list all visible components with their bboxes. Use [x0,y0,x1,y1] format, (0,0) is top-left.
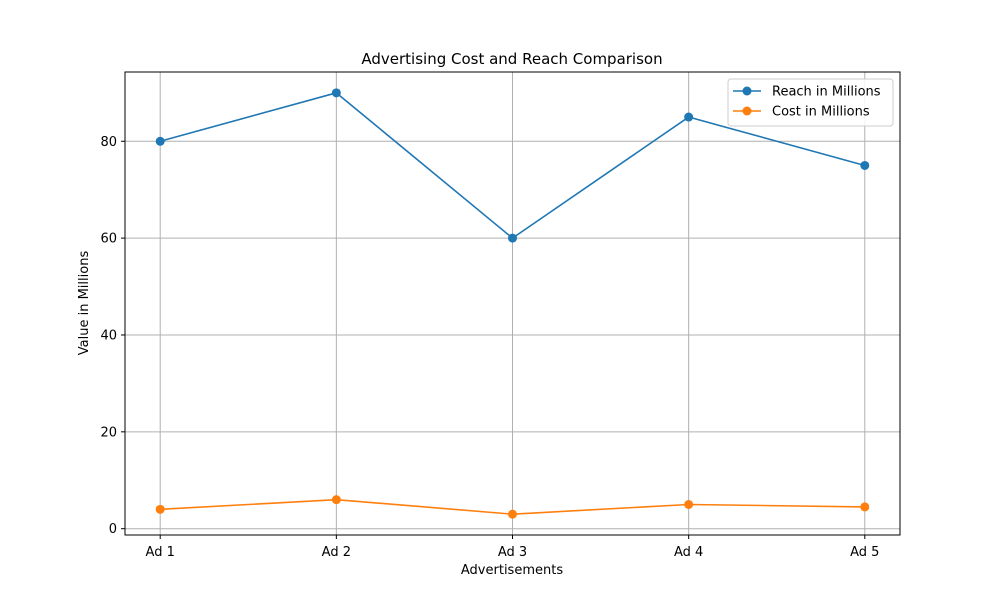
legend-frame [727,78,894,127]
series-layer [155,88,870,519]
legend-marker [742,86,752,96]
data-point [684,112,694,122]
data-point [508,233,517,243]
data-point [155,504,165,514]
series-cost-in-millions [155,495,870,519]
y-tick-label: 20 [100,425,117,440]
data-point [331,495,341,505]
x-tick-label: Ad 2 [322,545,351,560]
x-tick-label: Ad 3 [498,545,527,560]
legend-label: Cost in Millions [772,105,870,120]
data-point [331,88,341,98]
legend-marker [742,106,752,116]
y-tick-label: 0 [109,522,117,537]
ticks-layer: Ad 1 Ad 2 Ad 3 Ad 4 Ad 5 0 20 40 60 80 [100,135,879,560]
x-axis-label: Advertisements [461,563,563,578]
legend-label: Reach in Millions [772,85,881,100]
y-tick-label: 80 [100,135,117,150]
y-axis-label: Value in Millions [77,251,92,356]
grid-layer [125,72,900,535]
legend: Reach in Millions Cost in Millions [727,78,894,127]
data-point [155,136,165,146]
x-tick-label: Ad 5 [850,545,879,560]
y-tick-label: 60 [100,232,117,247]
x-tick-label: Ad 4 [674,545,703,560]
chart-title: Advertising Cost and Reach Comparison [361,50,662,68]
data-point [860,502,870,512]
y-tick-label: 40 [100,328,117,343]
series-reach-in-millions [155,88,870,243]
x-tick-label: Ad 1 [146,545,175,560]
data-point [684,499,694,509]
data-point [508,509,517,519]
data-point [860,160,870,170]
